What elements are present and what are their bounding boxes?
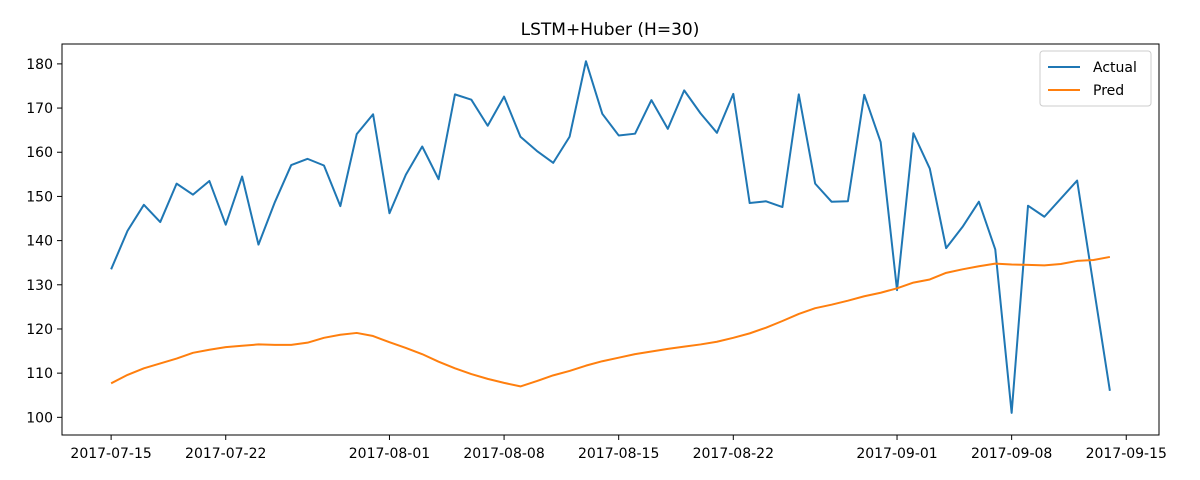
x-tick-label: 2017-09-15 xyxy=(1086,446,1167,462)
y-tick-label: 120 xyxy=(26,322,53,338)
x-tick-label: 2017-08-22 xyxy=(693,446,774,462)
x-tick-label: 2017-07-15 xyxy=(70,446,151,462)
x-tick-label: 2017-08-01 xyxy=(349,446,430,462)
plot-frame xyxy=(61,43,1160,436)
x-tick-label: 2017-09-08 xyxy=(971,446,1052,462)
series-layer xyxy=(110,60,1111,414)
x-tick-label: 2017-08-15 xyxy=(578,446,659,462)
y-tick-label: 100 xyxy=(26,410,53,426)
series-line-actual xyxy=(110,60,1111,414)
y-tick-label: 170 xyxy=(26,101,53,117)
y-axis: 100 110 120 130 140 150 160 170 180 xyxy=(26,57,62,426)
y-tick-label: 140 xyxy=(26,234,53,250)
chart-title: LSTM+Huber (H=30) xyxy=(521,20,700,40)
series-line-pred xyxy=(110,255,1111,388)
y-tick-label: 110 xyxy=(26,366,53,382)
y-tick-label: 150 xyxy=(26,189,53,205)
legend-label-pred: Pred xyxy=(1093,83,1124,99)
y-tick-label: 160 xyxy=(26,145,53,161)
y-tick-label: 180 xyxy=(26,57,53,73)
y-tick-label: 130 xyxy=(26,278,53,294)
legend-label-actual: Actual xyxy=(1093,60,1137,76)
legend: Actual Pred xyxy=(1039,50,1152,107)
x-tick-label: 2017-08-08 xyxy=(463,446,544,462)
x-tick-label: 2017-09-01 xyxy=(856,446,937,462)
legend-box xyxy=(1039,50,1152,107)
x-tick-label: 2017-07-22 xyxy=(185,446,266,462)
x-axis: 2017-07-15 2017-07-22 2017-08-01 2017-08-08… xyxy=(70,435,1167,462)
